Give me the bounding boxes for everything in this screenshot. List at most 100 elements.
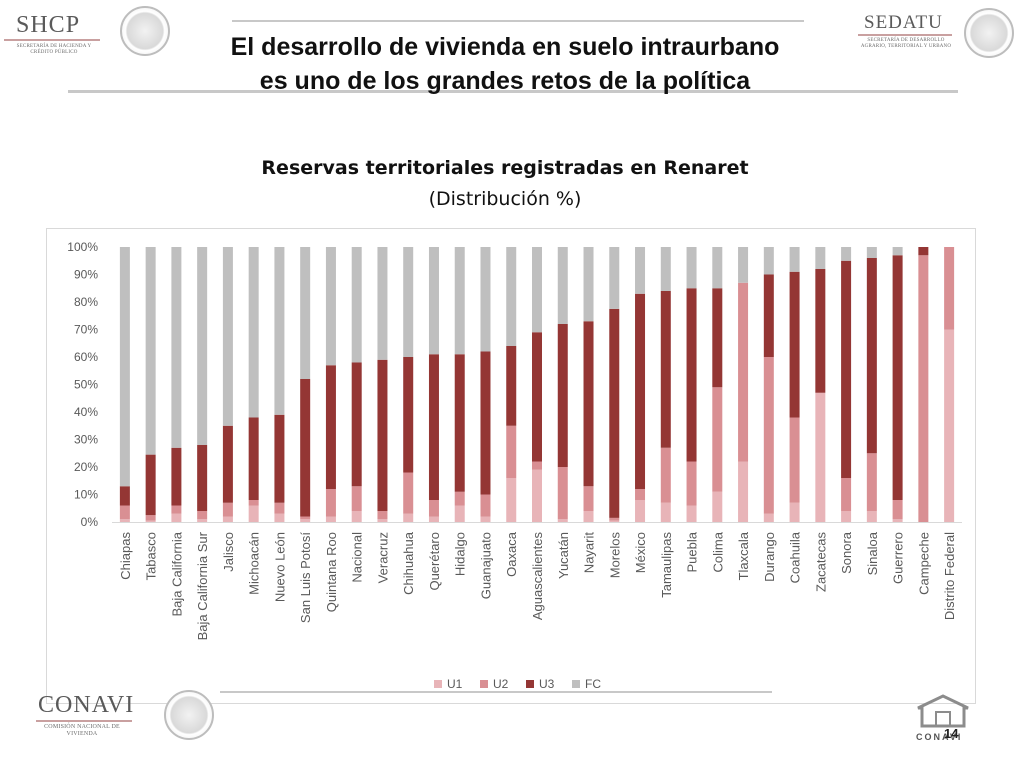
sedatu-logo-text: SEDATU — [864, 12, 943, 33]
bar-segment-u3 — [222, 425, 233, 503]
slide-title-line-2: es uno de los grandes retos de la políti… — [259, 67, 751, 95]
bar-segment-u3 — [171, 447, 182, 506]
bar-segment-u1 — [583, 511, 594, 522]
y-tick-label: 20% — [74, 460, 98, 474]
x-tick-label: Puebla — [685, 531, 700, 572]
conavi-logo-subtitle: COMISIÓN NACIONAL DE VIVIENDA — [44, 724, 120, 737]
bar-segment-fc — [738, 247, 749, 283]
legend-label-u3: U3 — [539, 677, 555, 691]
x-tick-label: Nacional — [350, 532, 365, 583]
x-tick-label: Veracruz — [375, 532, 390, 583]
bar-segment-u2 — [532, 461, 542, 470]
bar-segment-u2 — [506, 425, 517, 478]
bar-segment-u3 — [866, 258, 877, 454]
x-tick-label: Oaxaca — [504, 531, 519, 577]
bar-segment-u1 — [635, 500, 646, 522]
y-tick-label: 50% — [74, 378, 98, 392]
x-tick-label: Quintana Roo — [324, 532, 339, 612]
bar-segment-fc — [866, 247, 877, 258]
bar-segment-u2 — [351, 486, 362, 511]
bar-segment-u3 — [197, 445, 208, 511]
bar-segment-u2 — [171, 505, 182, 514]
page-number: 14 — [944, 726, 959, 741]
shcp-logo-text: SHCP — [16, 12, 81, 38]
bar-segment-fc — [145, 247, 156, 455]
bar-segment-u2 — [197, 511, 208, 520]
mexico-seal-icon — [964, 8, 1014, 58]
bar-segment-u2 — [660, 447, 671, 503]
bar-segment-fc — [815, 247, 826, 269]
bar-segment-fc — [454, 247, 465, 355]
bar-segment-u2 — [789, 417, 800, 503]
bar-segment-fc — [171, 247, 182, 448]
bar-segment-u1 — [222, 516, 233, 522]
x-tick-label: México — [633, 532, 648, 573]
bar-segment-fc — [428, 247, 439, 355]
bar-segment-u3 — [635, 293, 646, 489]
bar-segment-u1 — [532, 469, 542, 522]
bar-segment-u2 — [480, 494, 491, 517]
bar-segment-fc — [119, 247, 130, 487]
legend-swatch-u3 — [526, 680, 534, 688]
bar-segment-fc — [892, 247, 903, 256]
chart-frame — [46, 228, 976, 704]
legend-swatch-u2 — [480, 680, 488, 688]
bar-segment-u1 — [789, 502, 800, 522]
x-tick-label: Chiapas — [118, 532, 133, 580]
bar-segment-fc — [222, 247, 233, 426]
chart-subtitle: (Distribución %) — [428, 188, 582, 210]
bar-segment-fc — [712, 247, 723, 289]
bar-segment-fc — [532, 247, 542, 333]
x-tick-label: Nuevo León — [272, 532, 287, 602]
bar-segment-u3 — [480, 351, 491, 495]
sedatu-logo-subtitle: SECRETARÍA DE DESARROLLO AGRARIO, TERRIT… — [860, 38, 952, 49]
bar-segment-u1 — [892, 519, 903, 522]
x-tick-label: Hidalgo — [453, 532, 468, 576]
bar-segment-u3 — [789, 271, 800, 418]
bar-segment-u1 — [351, 511, 362, 522]
bar-segment-u3 — [274, 414, 285, 503]
slide-title: El desarrollo de vivienda en suelo intra… — [150, 30, 860, 98]
bar-segment-u3 — [918, 247, 929, 256]
bar-segment-u1 — [866, 511, 877, 522]
bar-segment-u2 — [428, 500, 439, 517]
bar-segment-u3 — [609, 308, 620, 518]
bar-segment-u2 — [300, 516, 311, 520]
bar-segment-u2 — [377, 511, 388, 520]
y-tick-label: 30% — [74, 433, 98, 447]
x-tick-label: Baja California — [169, 531, 184, 616]
bar-segment-fc — [377, 247, 388, 360]
header-divider-bottom — [68, 90, 958, 93]
bar-segment-u2 — [119, 505, 130, 520]
bar-segment-u2 — [325, 489, 336, 517]
bar-segment-u2 — [738, 282, 749, 462]
bar-segment-u2 — [274, 502, 285, 514]
y-tick-label: 10% — [74, 488, 98, 502]
x-tick-label: Michoacán — [247, 532, 262, 595]
bar-segment-fc — [506, 247, 517, 346]
bar-segment-u1 — [815, 392, 826, 522]
bar-segment-u3 — [454, 354, 465, 492]
bar-segment-u3 — [532, 332, 542, 462]
bar-segment-fc — [351, 247, 362, 363]
bar-segment-u3 — [583, 321, 594, 487]
conavi-logo: CONAVI COMISIÓN NACIONAL DE VIVIENDA — [34, 690, 144, 740]
bar-segment-u2 — [222, 502, 233, 517]
bar-segment-u1 — [841, 511, 852, 522]
bar-segment-u3 — [660, 291, 671, 448]
y-tick-label: 0% — [81, 515, 99, 529]
bar-segment-u1 — [712, 491, 723, 522]
x-tick-label: Tlaxcala — [736, 531, 751, 580]
x-tick-label: Tamaulipas — [659, 532, 674, 598]
x-tick-label: Sinaloa — [865, 531, 880, 575]
shcp-logo-subtitle: SECRETARÍA DE HACIENDA Y CRÉDITO PÚBLICO — [16, 44, 92, 55]
x-tick-label: San Luis Potosí — [298, 532, 313, 623]
bar-segment-u1 — [274, 513, 285, 522]
bar-segment-u3 — [325, 365, 336, 489]
bar-segment-u1 — [480, 516, 491, 522]
bar-segment-u1 — [738, 461, 749, 522]
x-tick-label: Chihuahua — [401, 531, 416, 595]
bar-segment-u1 — [660, 502, 671, 522]
bar-segment-u1 — [454, 505, 465, 522]
